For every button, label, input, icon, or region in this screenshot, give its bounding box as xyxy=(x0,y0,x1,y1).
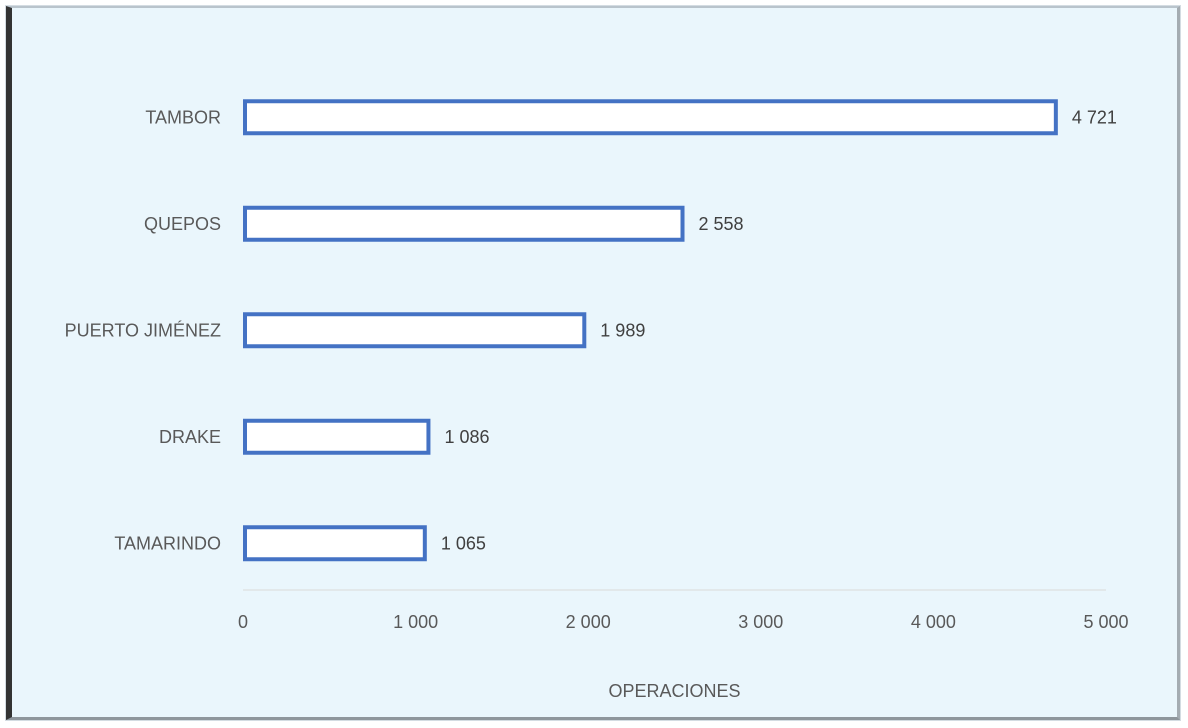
bar-drake xyxy=(243,418,431,455)
x-axis-title: OPERACIONES xyxy=(608,681,740,701)
labels-layer: TAMBOR 4 721 QUEPOS 2 558 PUERTO JIMÉNEZ 1 98… xyxy=(65,107,1129,632)
category-label: TAMARINDO xyxy=(114,533,221,553)
x-tick-label: 4 000 xyxy=(911,612,956,632)
bars-layer xyxy=(243,99,1058,562)
bar-tambor xyxy=(243,99,1058,136)
bar-tamarindo xyxy=(243,525,427,562)
bar-puerto-jiménez xyxy=(243,312,587,349)
data-label: 2 558 xyxy=(699,214,744,234)
data-label: 1 065 xyxy=(441,533,486,553)
data-label: 1 989 xyxy=(600,320,645,340)
category-label: QUEPOS xyxy=(144,214,221,234)
data-label: 4 721 xyxy=(1072,107,1117,127)
x-tick-label: 5 000 xyxy=(1083,612,1128,632)
x-tick-label: 0 xyxy=(238,612,248,632)
bar-quepos xyxy=(243,205,685,242)
category-label: PUERTO JIMÉNEZ xyxy=(65,320,221,340)
x-tick-label: 2 000 xyxy=(566,612,611,632)
x-tick-label: 1 000 xyxy=(393,612,438,632)
category-label: DRAKE xyxy=(159,427,221,447)
data-label: 1 086 xyxy=(444,427,489,447)
x-tick-label: 3 000 xyxy=(738,612,783,632)
category-label: TAMBOR xyxy=(145,107,221,127)
